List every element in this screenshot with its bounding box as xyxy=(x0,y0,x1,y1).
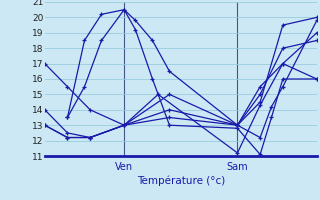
Text: Sam: Sam xyxy=(227,162,248,172)
X-axis label: Température (°c): Température (°c) xyxy=(137,175,225,186)
Text: Ven: Ven xyxy=(115,162,133,172)
